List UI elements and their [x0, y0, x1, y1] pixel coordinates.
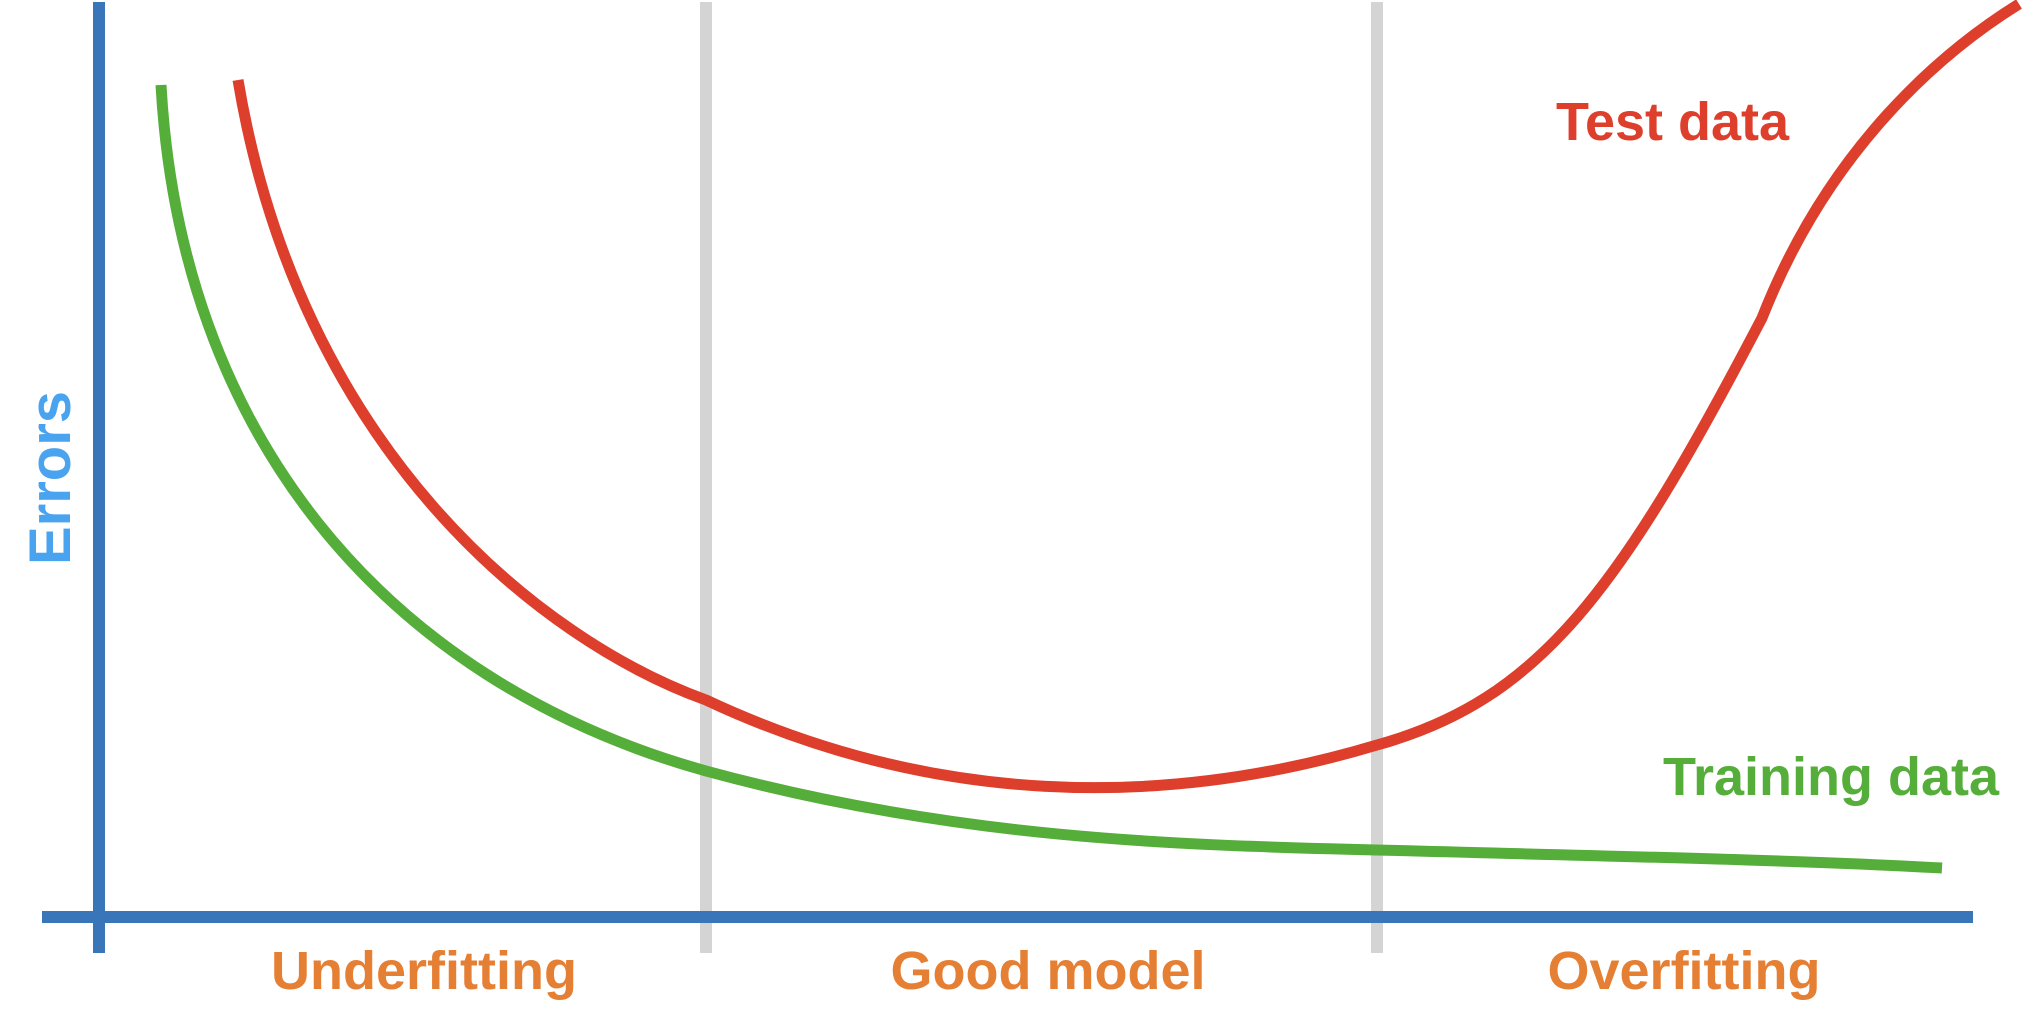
overfitting-label: Overfitting	[1547, 941, 1820, 1001]
underfitting-label: Underfitting	[271, 941, 577, 1001]
training-data-curve	[155, 84, 1943, 874]
y-axis-label: Errors	[18, 391, 83, 565]
test-data-curve	[232, 0, 2022, 794]
training-data-label: Training data	[1663, 747, 2000, 807]
good-model-label: Good model	[891, 941, 1206, 1001]
test-data-label: Test data	[1556, 92, 1790, 152]
